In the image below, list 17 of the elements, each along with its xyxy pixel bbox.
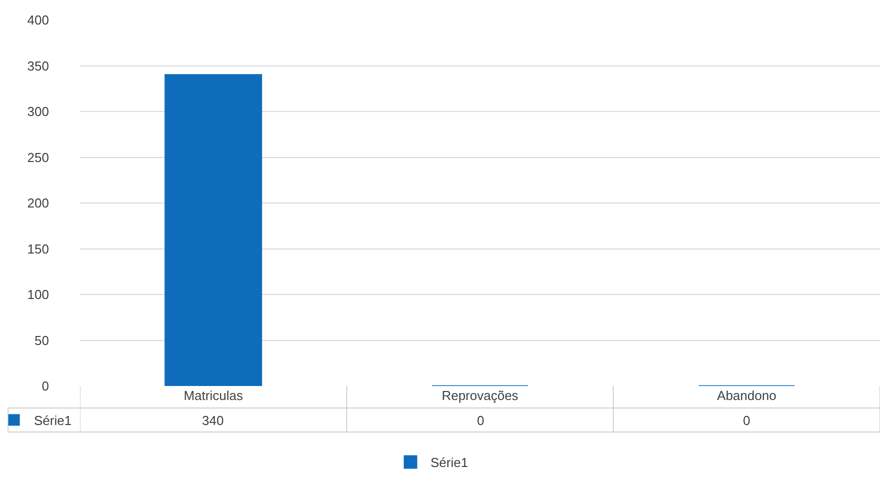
x-tick-label: Matriculas	[184, 388, 244, 403]
data-label: 0	[477, 413, 484, 428]
y-tick-label: 300	[27, 104, 49, 120]
y-tick-label: 350	[27, 58, 49, 74]
y-tick-label: 250	[27, 150, 49, 165]
y-tick-label: 0	[42, 378, 49, 394]
text: Série1	[34, 413, 72, 428]
legend-label: Série1	[430, 455, 468, 470]
x-tick-label: Abandono	[717, 388, 776, 403]
y-tick-label: 150	[27, 241, 49, 256]
y-tick-label: 50	[34, 332, 49, 348]
y-tick-label: 100	[27, 287, 49, 302]
x-tick-label: Reprovações	[442, 388, 519, 403]
y-tick-label: 400	[27, 12, 49, 28]
data-label: 0	[743, 413, 750, 428]
y-tick-label: 200	[27, 196, 49, 211]
data-label: 340	[202, 413, 224, 428]
